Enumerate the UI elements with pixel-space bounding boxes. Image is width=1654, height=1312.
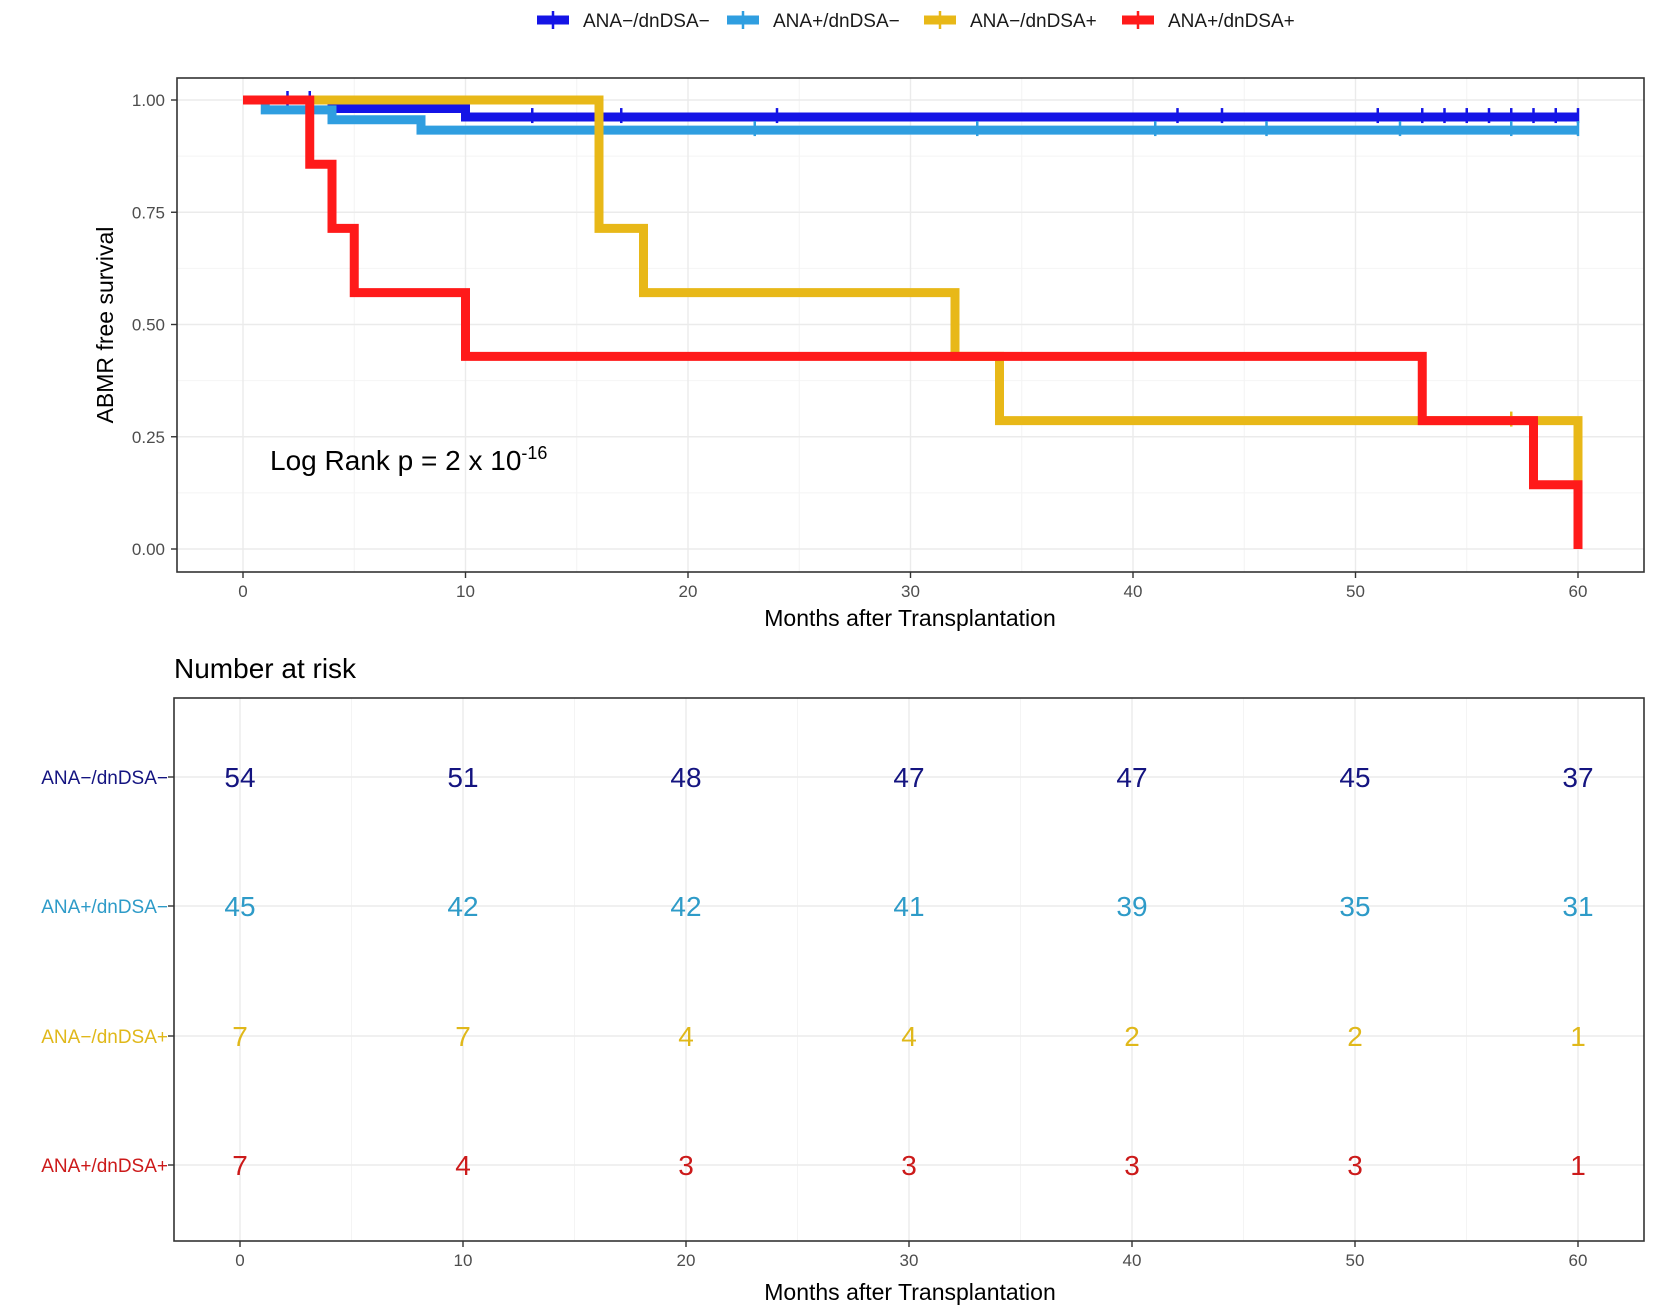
legend: ANA−/dnDSA− ANA+/dnDSA− ANA−/dnDSA+ ANA+/dn… <box>537 11 1295 32</box>
risk-x-tick-label: 0 <box>235 1251 244 1270</box>
risk-cell: 35 <box>1339 891 1370 922</box>
survival-curve-series-4 <box>243 95 1583 549</box>
legend-label-series-4: ANA+/dnDSA+ <box>1168 11 1295 32</box>
risk-cell: 47 <box>893 762 924 793</box>
survival-x-axis-title: Months after Transplantation <box>764 605 1056 631</box>
survival-plot-panel: 0 10 20 30 40 50 60 0.00 0.25 0.50 0.75 1.00 Months… <box>92 77 1645 631</box>
risk-cell: 3 <box>1347 1150 1363 1181</box>
survival-x-tick-label: 60 <box>1569 582 1588 601</box>
survival-y-tick-label: 0.75 <box>132 203 165 222</box>
survival-y-tick-label: 0.25 <box>132 428 165 447</box>
survival-x-tick-label: 0 <box>238 582 247 601</box>
risk-cell: 1 <box>1570 1150 1586 1181</box>
survival-x-tick-label: 50 <box>1346 582 1365 601</box>
risk-cell: 45 <box>224 891 255 922</box>
risk-cell: 42 <box>447 891 478 922</box>
risk-cell: 31 <box>1562 891 1593 922</box>
survival-curve-series-3 <box>243 95 1583 549</box>
survival-x-tick-label: 10 <box>456 582 475 601</box>
risk-cell: 41 <box>893 891 924 922</box>
log-rank-annotation: Log Rank p = 2 x 10-16 <box>270 443 547 476</box>
risk-cell: 51 <box>447 762 478 793</box>
risk-cell: 54 <box>224 762 255 793</box>
survival-curves <box>243 91 1583 549</box>
risk-cell: 47 <box>1116 762 1147 793</box>
risk-x-tick-label: 40 <box>1123 1251 1142 1270</box>
survival-axes: 0 10 20 30 40 50 60 0.00 0.25 0.50 0.75 1.00 <box>132 91 1588 601</box>
survival-y-tick-label: 0.00 <box>132 540 165 559</box>
risk-cell: 39 <box>1116 891 1147 922</box>
risk-x-tick-label: 20 <box>677 1251 696 1270</box>
risk-cell: 1 <box>1570 1021 1586 1052</box>
risk-row-label: ANA−/dnDSA+ <box>41 1027 168 1048</box>
risk-row-label: ANA−/dnDSA− <box>41 768 168 789</box>
risk-cell: 3 <box>901 1150 917 1181</box>
risk-cell: 4 <box>901 1021 917 1052</box>
risk-cell: 37 <box>1562 762 1593 793</box>
risk-x-axis-title: Months after Transplantation <box>764 1279 1056 1305</box>
risk-cell: 4 <box>455 1150 471 1181</box>
log-rank-text: Log Rank p = 2 x 10 <box>270 445 521 476</box>
survival-x-tick-label: 30 <box>901 582 920 601</box>
risk-grid <box>174 698 1644 1241</box>
risk-cell: 3 <box>678 1150 694 1181</box>
survival-y-axis-title: ABMR free survival <box>92 227 118 424</box>
legend-label-series-1: ANA−/dnDSA− <box>583 11 710 32</box>
survival-y-tick-label: 1.00 <box>132 91 165 110</box>
risk-axes: ANA−/dnDSA− ANA+/dnDSA− ANA−/dnDSA+ ANA+/dn… <box>41 768 1587 1270</box>
risk-table-title: Number at risk <box>174 653 357 684</box>
survival-x-tick-label: 40 <box>1124 582 1143 601</box>
risk-cell: 4 <box>678 1021 694 1052</box>
risk-row-label: ANA+/dnDSA+ <box>41 1156 168 1177</box>
risk-cell: 7 <box>232 1150 248 1181</box>
risk-cell: 48 <box>670 762 701 793</box>
survival-x-tick-label: 20 <box>679 582 698 601</box>
risk-cell: 2 <box>1124 1021 1140 1052</box>
risk-x-tick-label: 60 <box>1569 1251 1588 1270</box>
risk-cell: 7 <box>232 1021 248 1052</box>
legend-label-series-2: ANA+/dnDSA− <box>773 11 900 32</box>
survival-y-tick-label: 0.50 <box>132 316 165 335</box>
risk-cell: 42 <box>670 891 701 922</box>
risk-cell: 45 <box>1339 762 1370 793</box>
risk-cell: 7 <box>455 1021 471 1052</box>
risk-row-label: ANA+/dnDSA− <box>41 897 168 918</box>
risk-cell: 2 <box>1347 1021 1363 1052</box>
risk-x-tick-label: 50 <box>1346 1251 1365 1270</box>
risk-x-tick-label: 30 <box>900 1251 919 1270</box>
log-rank-exponent: -16 <box>521 443 547 463</box>
risk-x-tick-label: 10 <box>454 1251 473 1270</box>
risk-cell: 3 <box>1124 1150 1140 1181</box>
legend-label-series-3: ANA−/dnDSA+ <box>970 11 1097 32</box>
